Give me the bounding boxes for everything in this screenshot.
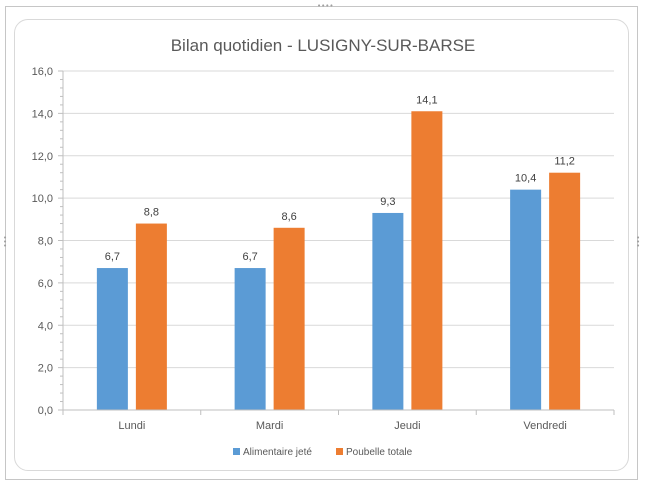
y-tick-label: 14,0 [32, 108, 53, 120]
y-tick-label: 0,0 [38, 405, 53, 417]
legend-label: Poubelle totale [346, 447, 413, 458]
chart-title: Bilan quotidien - LUSIGNY-SUR-BARSE [171, 36, 476, 55]
data-label: 6,7 [105, 251, 120, 263]
y-tick-label: 6,0 [38, 278, 53, 290]
x-tick-label: Mardi [256, 420, 284, 432]
data-label: 11,2 [554, 156, 575, 168]
y-tick-label: 10,0 [32, 193, 53, 205]
x-tick-label: Vendredi [523, 420, 566, 432]
legend-swatch [336, 448, 343, 455]
bars: 6,7 8,8 6,7 8,6 9,3 14,1 10,4 11,2 [96, 94, 581, 410]
x-axis: Lundi Mardi Jeudi Vendredi [62, 409, 615, 432]
bar-alimentaire-jet--lundi[interactable] [96, 268, 128, 410]
bar-poubelle-totale-vendredi[interactable] [549, 172, 581, 410]
bar-poubelle-totale-lundi[interactable] [135, 223, 167, 410]
y-tick-label: 16,0 [32, 66, 53, 78]
data-label: 10,4 [515, 173, 536, 185]
y-axis: 0,0 2,0 4,0 6,0 8,0 10,0 12,0 14,0 16,0 [32, 66, 64, 417]
bar-poubelle-totale-mardi[interactable] [273, 227, 305, 410]
y-tick-label: 2,0 [38, 363, 53, 375]
resize-handle-right[interactable]: • • • [636, 234, 641, 250]
resize-handle-top[interactable]: •••• [317, 2, 334, 10]
legend: Alimentaire jeté Poubelle totale [233, 447, 413, 458]
bar-alimentaire-jet--vendredi[interactable] [510, 189, 542, 410]
data-label: 8,8 [144, 207, 159, 219]
bar-alimentaire-jet--mardi[interactable] [234, 268, 266, 410]
bar-poubelle-totale-jeudi[interactable] [411, 111, 443, 410]
y-tick-label: 8,0 [38, 236, 53, 248]
y-tick-label: 12,0 [32, 151, 53, 163]
data-label: 8,6 [281, 211, 296, 223]
data-label: 9,3 [380, 196, 395, 208]
data-label: 6,7 [242, 251, 257, 263]
legend-label: Alimentaire jeté [243, 447, 312, 458]
legend-swatch [233, 448, 240, 455]
bar-alimentaire-jet--jeudi[interactable] [372, 212, 404, 410]
y-tick-label: 4,0 [38, 320, 53, 332]
data-label: 14,1 [416, 94, 437, 106]
x-tick-label: Lundi [118, 420, 145, 432]
x-tick-label: Jeudi [394, 420, 420, 432]
resize-handle-left[interactable]: • • • [3, 234, 8, 250]
